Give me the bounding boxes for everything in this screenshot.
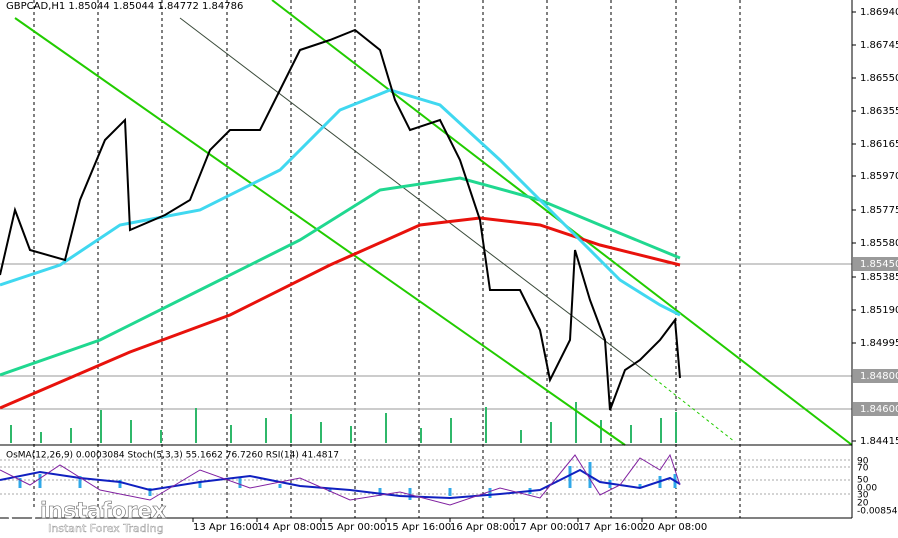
price-marker [853, 369, 898, 383]
moving-average-teal [0, 176, 681, 377]
indicator-level: 20 [857, 499, 869, 509]
time-label: 15 Apr 16:00 [386, 522, 451, 533]
indicator-level: 90 [857, 457, 869, 467]
time-label: 15 Apr 00:00 [321, 522, 386, 533]
symbol-header: GBPCAD,H1 1.85044 1.85044 1.84772 1.8478… [6, 1, 243, 12]
time-label: 17 Apr 16:00 [578, 522, 643, 533]
price-marker [853, 257, 898, 271]
price-label: 1.86940 [860, 7, 898, 18]
price-label: 1.86355 [860, 106, 898, 117]
price-label: 1.85970 [860, 171, 898, 182]
logo-name: instaforex [40, 499, 166, 524]
indicator-levels-lines [0, 459, 852, 495]
indicator-level: 30 [857, 491, 869, 501]
price-marker [853, 402, 898, 416]
price-label: 1.86745 [860, 40, 898, 51]
price-label: 1.86550 [860, 73, 898, 84]
logo: instaforex Instant Forex Trading [8, 499, 167, 535]
level-lines [0, 263, 852, 410]
price-label: 1.85775 [860, 205, 898, 216]
rsi-line [0, 453, 681, 506]
price-marker-label: 1.84600 [860, 404, 898, 415]
volume-bars [10, 402, 677, 443]
time-label: 16 Apr 08:00 [450, 522, 515, 533]
stochastic-line [0, 468, 681, 500]
price-label: 1.85190 [860, 305, 898, 316]
indicator-header: OsMA(12,26,9) 0.0003084 Stoch(5,3,3) 55.… [6, 451, 339, 461]
indicator-level: -0.00854 [857, 507, 898, 517]
time-label: 20 Apr 08:00 [642, 522, 707, 533]
price-label: 1.86165 [860, 139, 898, 150]
vertical-grid [33, 0, 741, 518]
price-candles [0, 28, 681, 411]
indicator-level: 70 [857, 464, 869, 474]
price-label: 1.84415 [860, 436, 898, 447]
price-label: 1.85385 [860, 272, 898, 283]
price-marker-label: 1.84800 [860, 371, 898, 382]
time-label: 13 Apr 16:00 [193, 522, 258, 533]
time-label: 14 Apr 08:00 [257, 522, 322, 533]
price-marker-label: 1.85450 [860, 259, 898, 270]
indicator-level: 0.00 [857, 484, 877, 494]
price-label: 1.84995 [860, 338, 898, 349]
indicator-level: 50 [857, 476, 869, 486]
time-label: 17 Apr 00:00 [514, 522, 579, 533]
price-label: 1.85580 [860, 238, 898, 249]
logo-tagline: Instant Forex Trading [48, 522, 164, 535]
moving-average-blue [0, 88, 681, 317]
